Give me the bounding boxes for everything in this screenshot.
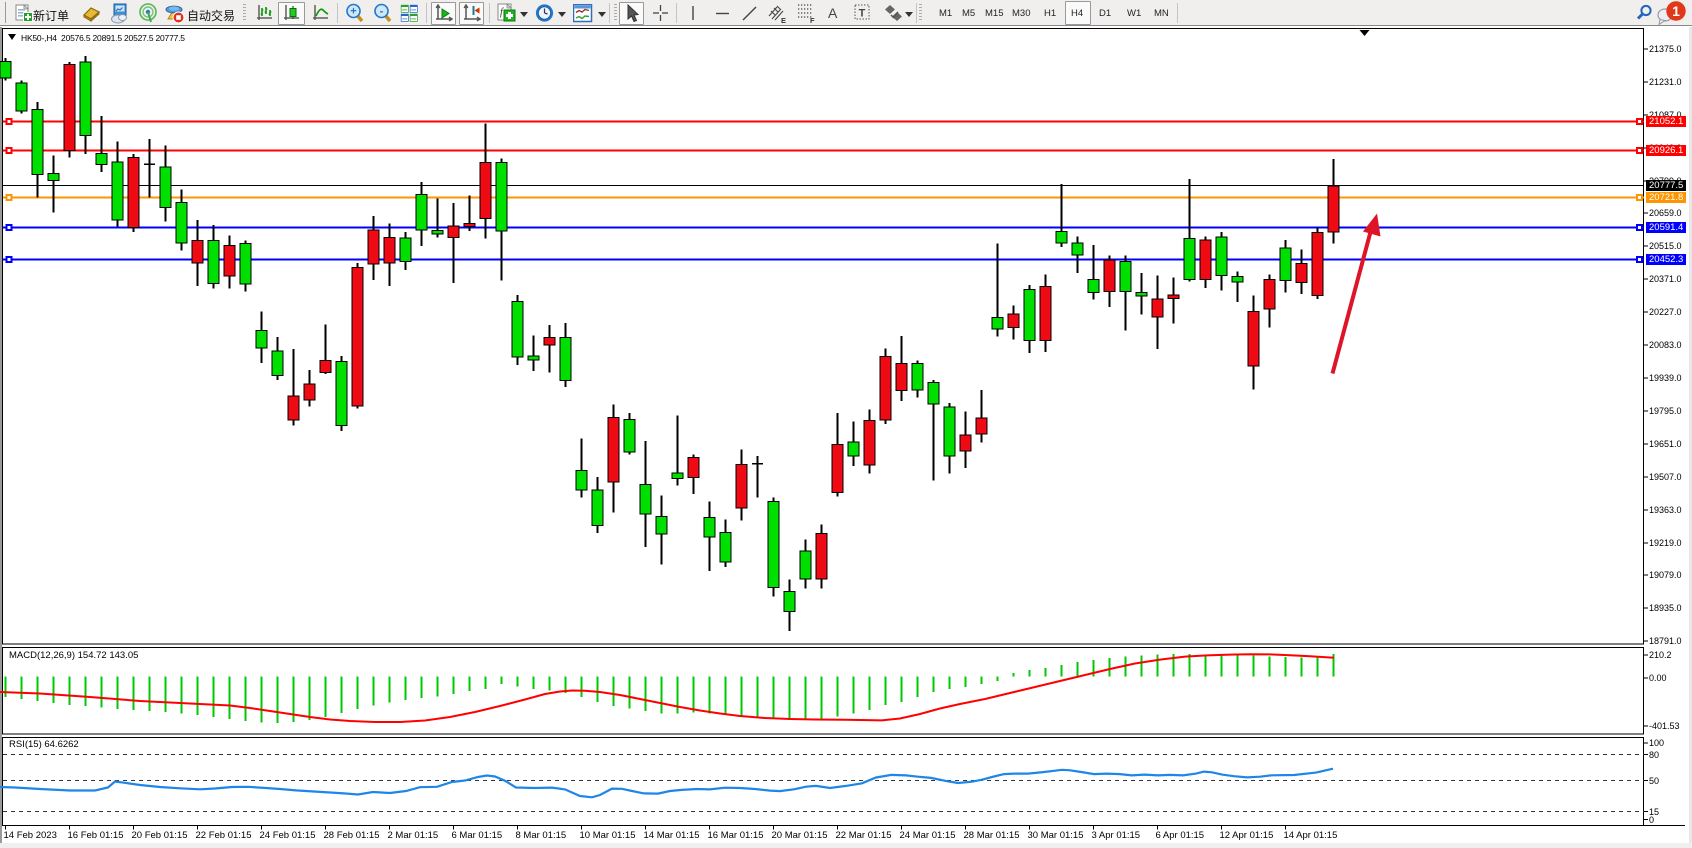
svg-text:-: - — [380, 6, 384, 18]
svg-text:f: f — [500, 7, 504, 18]
svg-text:E: E — [781, 16, 786, 25]
svg-text:F: F — [810, 16, 815, 25]
svg-text:T: T — [859, 8, 866, 20]
svg-text:1: 1 — [1672, 3, 1680, 19]
svg-text:+: + — [350, 6, 356, 18]
